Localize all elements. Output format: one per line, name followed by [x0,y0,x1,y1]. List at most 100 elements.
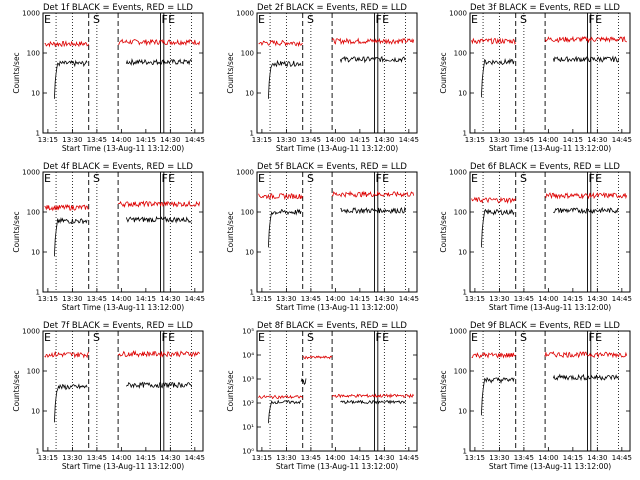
events-trace [268,59,302,99]
region-marker: E [471,172,478,185]
panel-title: Det 6f BLACK = Events, RED = LLD [470,162,620,172]
events-trace [268,208,302,248]
events-trace [553,206,619,215]
lld-trace [331,393,415,399]
y-tick-label: 1 [36,448,40,456]
detector-panel: Det 9f BLACK = Events, RED = LLD 1 10 100 10… [439,321,632,471]
region-marker: E [471,13,478,26]
events-trace [552,373,619,382]
y-tick-label: 100 [27,50,40,58]
events-trace [340,399,406,405]
y-tick-label: 10⁴ [242,352,254,360]
region-marker: S [307,172,314,185]
region-marker: S [93,331,100,344]
x-tick-label: 14:30 [160,136,180,144]
events-trace [481,208,515,248]
region-marker: F [589,331,595,344]
plot-frame [469,12,631,134]
region-marker: S [307,13,314,26]
plot-frame [42,330,204,452]
y-tick-label: 1000 [449,169,467,177]
lld-trace [117,350,201,358]
x-tick-label: 13:15 [38,295,58,303]
y-tick-label: 100 [454,209,467,217]
events-trace [481,57,515,98]
x-tick-label: 13:15 [252,295,272,303]
lld-trace [44,203,89,212]
x-tick-label: 14:00 [538,454,558,462]
region-marker: E [44,331,51,344]
x-tick-label: 13:45 [87,295,107,303]
y-tick-label: 1000 [449,328,467,336]
lld-trace [302,355,333,360]
x-tick-label: 14:30 [160,295,180,303]
x-tick-label: 14:00 [325,454,345,462]
detector-panel: Det 5f BLACK = Events, RED = LLD 1 10 100 10… [226,162,419,312]
y-tick-label: 10 [245,249,254,257]
x-tick-label: 13:15 [465,454,485,462]
region-marker: E [382,172,389,185]
y-tick-label: 1000 [236,10,254,18]
x-tick-label: 14:00 [325,295,345,303]
panel-title: Det 4f BLACK = Events, RED = LLD [43,162,193,172]
panel-title: Det 8f BLACK = Events, RED = LLD [257,321,407,331]
events-trace [481,376,515,416]
x-tick-label: 13:30 [62,454,82,462]
y-tick-label: 1 [250,289,254,297]
x-tick-label: 14:15 [136,136,156,144]
y-tick-label: 1 [463,130,467,138]
region-marker: F [162,172,168,185]
x-tick-label: 14:30 [160,454,180,462]
detector-panel: Det 2f BLACK = Events, RED = LLD 1 10 100 10… [226,3,419,153]
region-marker: E [44,172,51,185]
y-tick-label: 100 [454,50,467,58]
y-tick-label: 100 [27,368,40,376]
region-marker: E [471,331,478,344]
y-axis-label: Counts/sec [12,52,21,93]
detector-panel: Det 4f BLACK = Events, RED = LLD 1 10 100 10… [12,162,205,312]
x-tick-label: 14:15 [136,454,156,462]
events-trace [300,377,307,386]
x-tick-label: 13:45 [87,136,107,144]
x-tick-label: 14:45 [612,454,632,462]
x-tick-label: 14:45 [612,295,632,303]
y-tick-label: 10 [245,90,254,98]
x-tick-label: 13:30 [276,136,296,144]
x-tick-label: 14:15 [350,454,370,462]
region-marker: E [595,331,602,344]
y-tick-label: 1000 [22,169,40,177]
x-tick-label: 14:00 [111,136,131,144]
region-marker: F [589,172,595,185]
x-tick-label: 14:30 [374,454,394,462]
plot-frame [256,171,418,293]
panel-title: Det 2f BLACK = Events, RED = LLD [257,3,407,13]
x-tick-label: 13:45 [514,295,534,303]
x-tick-label: 13:30 [62,295,82,303]
region-marker: F [376,172,382,185]
x-tick-label: 13:45 [87,454,107,462]
plot-frame [469,330,631,452]
x-tick-label: 14:45 [399,295,419,303]
region-marker: E [595,13,602,26]
events-trace [125,58,192,66]
x-tick-label: 14:45 [612,136,632,144]
detector-panel: Det 6f BLACK = Events, RED = LLD 1 10 100 10… [439,162,632,312]
x-tick-label: 13:45 [301,295,321,303]
y-tick-label: 1000 [22,328,40,336]
x-tick-label: 14:15 [136,295,156,303]
panel-title: Det 3f BLACK = Events, RED = LLD [470,3,620,13]
region-marker: S [93,13,100,26]
x-tick-label: 14:30 [374,136,394,144]
region-marker: S [307,331,314,344]
y-axis-label: Counts/sec [439,211,448,252]
x-tick-label: 14:15 [350,136,370,144]
y-tick-label: 1000 [22,10,40,18]
detector-panel: Det 8f BLACK = Events, RED = LLD 10⁰ 10¹ 10… [226,321,419,471]
plot-frame [42,171,204,293]
region-marker: F [589,13,595,26]
x-axis-label: Start Time (13-Aug-11 13:12:00) [276,303,398,312]
x-tick-label: 14:00 [538,295,558,303]
x-tick-label: 14:15 [350,295,370,303]
x-tick-label: 13:15 [465,295,485,303]
